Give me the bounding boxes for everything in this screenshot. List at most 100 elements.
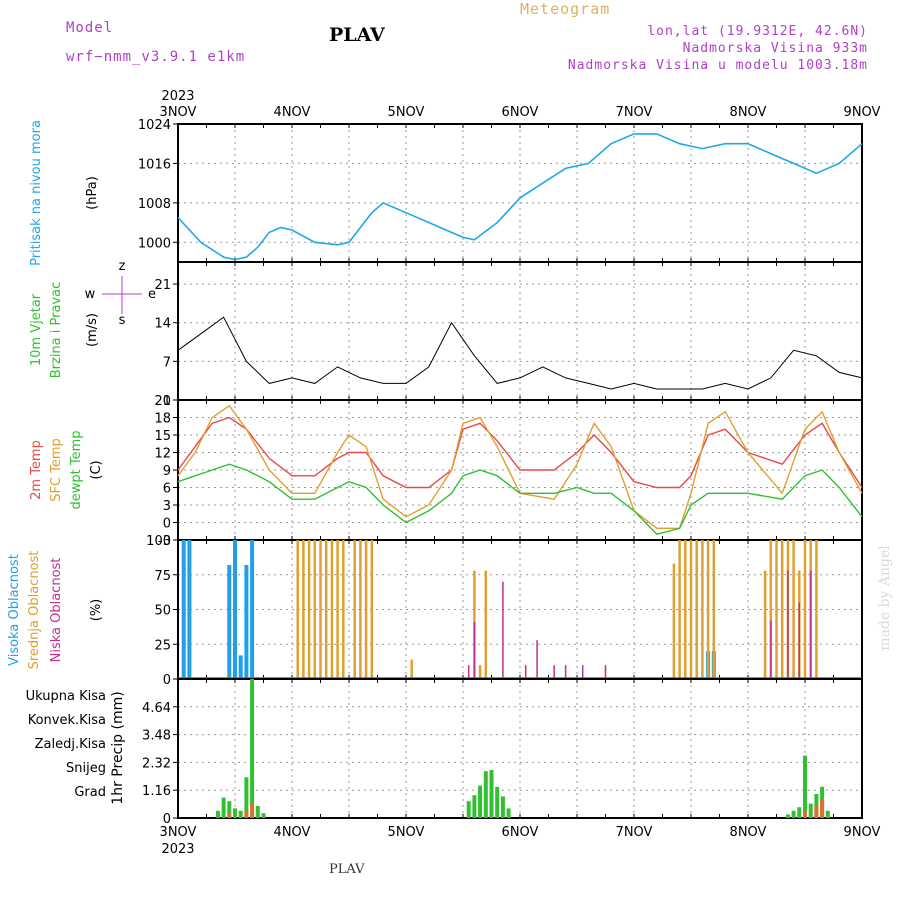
cloud-bar bbox=[770, 620, 772, 679]
cloud-ytick-label: 100 bbox=[146, 534, 171, 549]
cloud-bar bbox=[296, 540, 299, 679]
compass-east-label: e bbox=[148, 287, 156, 302]
wind-unit-label: (m/s) bbox=[85, 313, 100, 347]
precip-bar bbox=[466, 801, 471, 818]
cloud-bar bbox=[336, 540, 339, 679]
model-elevation-label: Nadmorska Visina u modelu 1003.18m bbox=[567, 58, 868, 73]
wind-speed-line bbox=[177, 316, 863, 390]
cloud-bar bbox=[792, 540, 795, 679]
cloud-bar bbox=[410, 659, 413, 679]
precip-bar bbox=[500, 796, 505, 818]
precip-ytick-label: 2.32 bbox=[142, 756, 171, 771]
pressure-frame bbox=[177, 123, 863, 263]
cloud-bar bbox=[502, 581, 504, 679]
x-tick-label-bottom: 4NOV bbox=[274, 825, 311, 840]
cloud-bar bbox=[706, 540, 710, 679]
precip-legend-item: Zaledj.Kisa bbox=[35, 737, 106, 752]
wind-ytick-label: 0 bbox=[163, 394, 171, 409]
temp-ylabel-2m: 2m Temp bbox=[29, 440, 44, 500]
pressure-ytick-label: 1000 bbox=[138, 236, 171, 251]
temp-ylabel-sfc: SFC Temp bbox=[49, 438, 64, 502]
cloud-bar bbox=[330, 540, 334, 679]
cloud-bar bbox=[689, 540, 693, 679]
precip-bar bbox=[244, 777, 249, 818]
precip-bar bbox=[814, 806, 819, 818]
compass-west-label: w bbox=[85, 287, 96, 302]
x-tick-label-top: 8NOV bbox=[730, 105, 767, 120]
wind-frame bbox=[177, 261, 863, 401]
precip-bar bbox=[808, 803, 813, 818]
temp-ytick-label: 0 bbox=[163, 517, 171, 532]
precip-axes: 0 1.16 2.32 3.48 4.64 bbox=[142, 678, 863, 827]
x-tick-label-bottom: 5NOV bbox=[388, 825, 425, 840]
cloud-bar bbox=[701, 540, 704, 679]
cloud-bar bbox=[238, 655, 243, 679]
cloud-bar bbox=[467, 665, 470, 679]
cloud-bar bbox=[581, 665, 584, 679]
cloud-bar bbox=[353, 540, 356, 679]
cloud-bar bbox=[478, 665, 482, 679]
x-tick-label-bottom: 3NOV bbox=[160, 825, 197, 840]
precip-bar bbox=[483, 771, 488, 818]
model-label: Model bbox=[66, 20, 114, 36]
cloud-bar bbox=[775, 540, 778, 679]
cloud-bar bbox=[227, 565, 232, 679]
cloud-bar bbox=[302, 540, 305, 679]
precip-bar bbox=[227, 801, 232, 818]
pressure-unit-label: (hPa) bbox=[85, 176, 100, 210]
temp-unit-label: (C) bbox=[89, 460, 104, 479]
precip-bar bbox=[495, 786, 500, 818]
cloud-ytick-label: 75 bbox=[154, 569, 171, 584]
cloud-bar bbox=[769, 540, 773, 679]
temp-ytick-label: 18 bbox=[154, 412, 171, 427]
precip-bar bbox=[820, 798, 825, 818]
x-tick-label-top: 3NOV bbox=[160, 105, 197, 120]
year-label-bottom: 2023 bbox=[161, 842, 194, 857]
cloud-bar bbox=[359, 540, 362, 679]
cloud-bar bbox=[763, 570, 767, 679]
temp-ytick-label: -3 bbox=[158, 534, 171, 549]
temp-ylabel-dew: dewpt Temp bbox=[69, 430, 84, 509]
cloud-bar bbox=[672, 563, 676, 679]
cloud-ylabel-mid: Srednja Oblacnost bbox=[27, 551, 42, 670]
cloud-bar bbox=[553, 665, 555, 679]
page-title: PLAV bbox=[329, 24, 385, 46]
precip-bar bbox=[803, 755, 807, 818]
pressure-line bbox=[177, 133, 863, 261]
precip-bar bbox=[261, 813, 266, 818]
cloud-ytick-label: 0 bbox=[163, 673, 171, 688]
compass-north-label: z bbox=[119, 259, 126, 274]
cloud-bar bbox=[370, 540, 374, 679]
precip-legend-item: Ukupna Kisa bbox=[26, 689, 106, 704]
cloud-bar bbox=[809, 570, 812, 679]
temp-ytick-label: 15 bbox=[154, 429, 171, 444]
cloud-bar bbox=[798, 602, 801, 679]
precip-bar bbox=[255, 806, 260, 818]
wind-ylabel: 10m Vjetar bbox=[29, 293, 44, 366]
precip-ylabel: 1hr Precip (mm) bbox=[110, 691, 126, 804]
meteogram-label: Meteogram bbox=[520, 0, 611, 18]
cloud-ylabel-high: Visoka Oblacnost bbox=[7, 554, 22, 666]
cloud-bar bbox=[684, 540, 687, 679]
cloud-bar bbox=[695, 540, 698, 679]
cloud-bar bbox=[473, 622, 476, 679]
cloud-bar bbox=[181, 540, 186, 679]
cloud-bar bbox=[313, 540, 317, 679]
pressure-ytick-label: 1024 bbox=[138, 118, 171, 133]
cloud-ytick-label: 25 bbox=[154, 638, 171, 653]
cloud-unit-label: (%) bbox=[89, 599, 104, 622]
x-tick-label-bottom: 9NOV bbox=[844, 825, 881, 840]
temp-series-line bbox=[177, 404, 863, 529]
cloud-bar bbox=[187, 540, 192, 679]
x-tick-label-top: 9NOV bbox=[844, 105, 881, 120]
precip-bar bbox=[791, 810, 796, 818]
wind-axes: 0 7 14 21 bbox=[154, 261, 863, 409]
cloud-bar bbox=[484, 570, 488, 679]
precip-bar bbox=[797, 807, 802, 818]
cloud-bar bbox=[233, 540, 237, 679]
precip-bar bbox=[215, 810, 220, 818]
cloud-bar bbox=[604, 665, 607, 679]
cloud-bar bbox=[319, 540, 322, 679]
cloud-bar bbox=[803, 540, 807, 679]
